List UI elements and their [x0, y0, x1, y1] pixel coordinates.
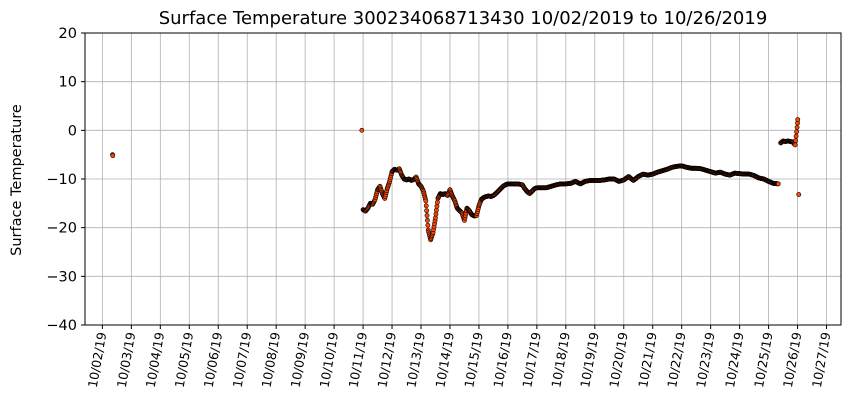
x-tick-label: 10/19/19: [577, 331, 602, 389]
data-point: [359, 127, 365, 133]
data-point: [795, 117, 801, 123]
x-tick-label: 10/10/19: [317, 331, 342, 389]
y-tick-label: −20: [46, 221, 77, 237]
y-tick-label: 0: [68, 123, 77, 139]
data-points: [110, 117, 802, 243]
x-tick-label: 10/09/19: [288, 331, 313, 389]
y-tick-label: 10: [59, 75, 77, 91]
x-tick-label: 10/07/19: [230, 331, 255, 389]
data-point: [433, 215, 438, 221]
y-tick-label: −30: [46, 269, 77, 285]
x-tick-label: 10/15/19: [461, 331, 486, 389]
data-point: [434, 207, 439, 213]
x-tick-label: 10/18/19: [548, 331, 573, 389]
data-point: [793, 133, 799, 139]
x-tick-label: 10/16/19: [490, 331, 515, 389]
chart-title: Surface Temperature 300234068713430 10/0…: [159, 8, 768, 29]
data-point: [434, 203, 440, 209]
data-point: [794, 129, 799, 135]
grid-lines: [85, 32, 841, 326]
x-tick-label: 10/03/19: [114, 331, 139, 389]
y-axis-label: Surface Temperature: [9, 104, 25, 256]
y-tick-label: −40: [46, 318, 77, 334]
data-point: [425, 217, 430, 223]
x-tick-label: 10/06/19: [201, 331, 226, 389]
x-tick-label: 10/14/19: [432, 331, 457, 389]
x-tick-label: 10/08/19: [259, 331, 284, 389]
x-tick-label: 10/05/19: [172, 331, 197, 389]
x-tick-label: 10/21/19: [635, 331, 660, 389]
data-point: [424, 213, 430, 218]
y-tick-label: 20: [59, 26, 77, 42]
x-tick-label: 10/04/19: [143, 331, 168, 389]
x-tick-label: 10/24/19: [722, 331, 747, 389]
y-tick-label: −10: [46, 172, 77, 188]
x-tick-label: 10/25/19: [751, 331, 776, 389]
data-point: [794, 125, 800, 130]
x-tick-label: 10/23/19: [693, 331, 718, 389]
x-tick-label: 10/11/19: [346, 331, 371, 389]
data-point: [423, 198, 429, 204]
data-point: [423, 203, 429, 209]
x-tick-label: 10/02/19: [85, 331, 110, 389]
data-point: [425, 222, 431, 228]
data-point: [110, 153, 116, 159]
data-point: [792, 142, 798, 148]
x-tick-label: 10/12/19: [374, 331, 399, 389]
x-tick-label: 10/26/19: [780, 331, 805, 389]
data-point: [424, 208, 430, 214]
data-point: [793, 138, 799, 143]
axis-ticks: −40 −30 −20 −10 0 10 20 10/02/19 10/03/19 10/04/1…: [46, 26, 833, 389]
x-tick-label: 10/20/19: [606, 331, 631, 389]
data-point: [796, 192, 802, 197]
x-tick-label: 10/13/19: [403, 331, 428, 389]
data-point: [433, 211, 439, 217]
x-tick-label: 10/22/19: [664, 331, 689, 389]
data-point: [435, 199, 440, 205]
x-tick-label: 10/17/19: [519, 331, 544, 389]
x-tick-label: 10/27/19: [809, 331, 834, 389]
data-point: [775, 181, 781, 187]
